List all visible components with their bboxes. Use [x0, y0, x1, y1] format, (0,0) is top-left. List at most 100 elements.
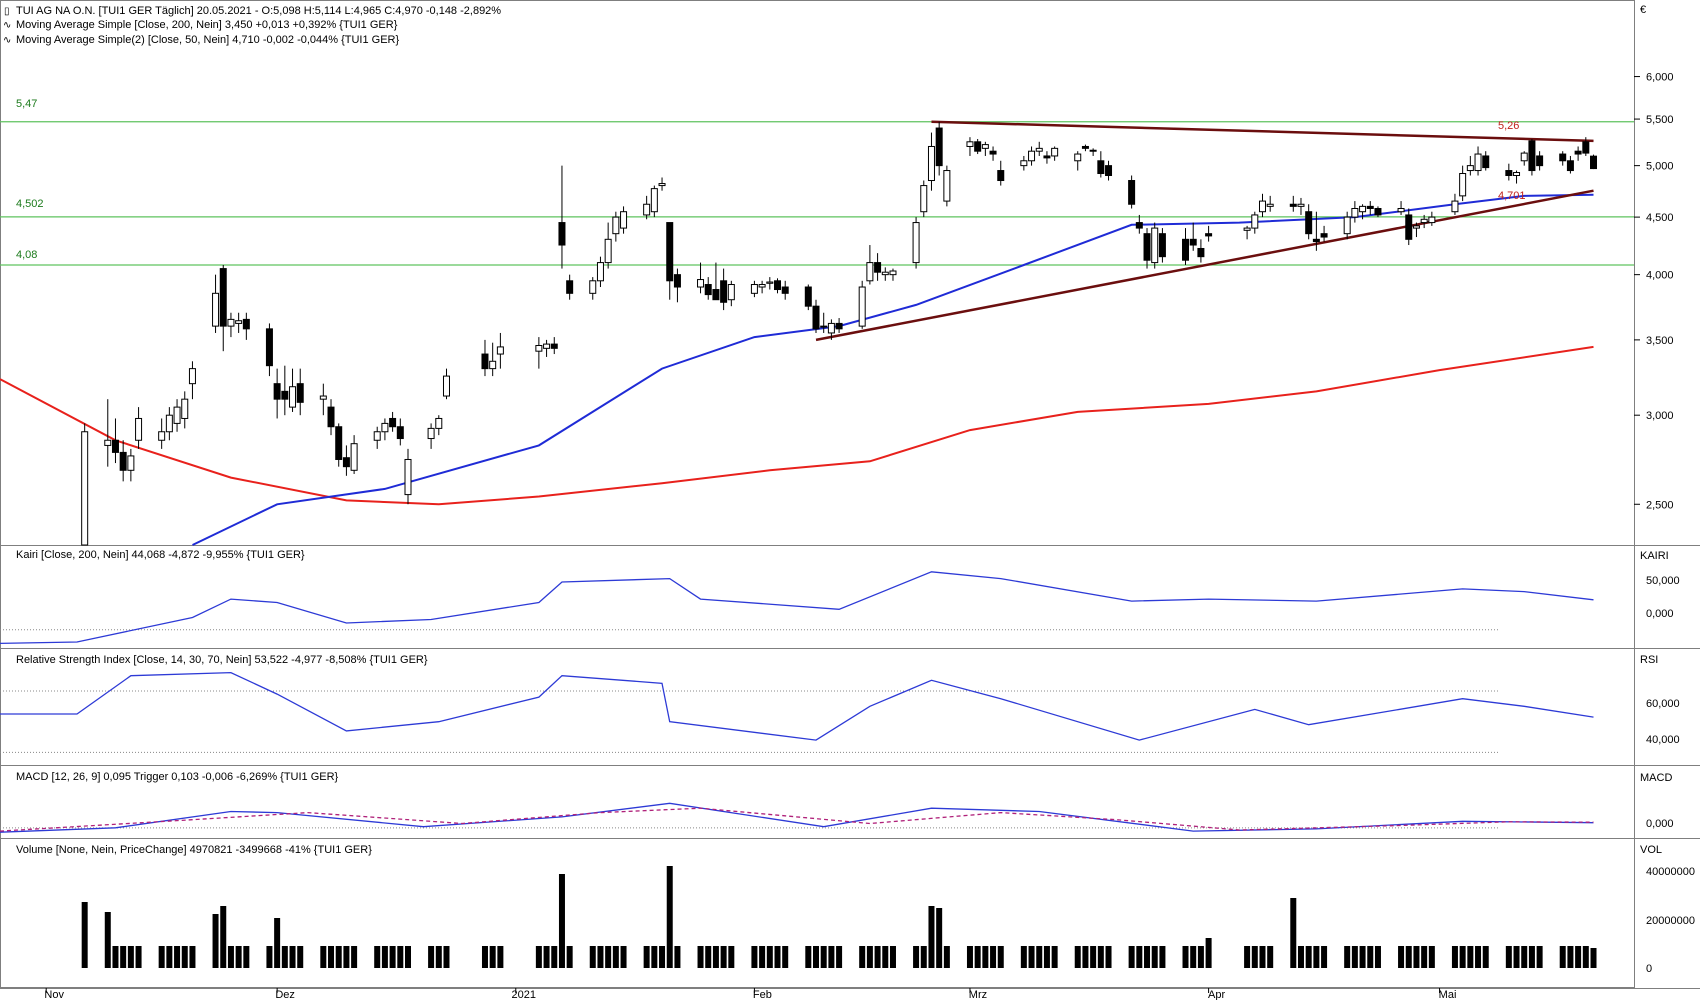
trendlines	[815, 120, 1594, 342]
candle-body	[1566, 160, 1574, 172]
price-tick-label: 4,500	[1646, 212, 1674, 224]
instrument-title: TUI AG NA O.N. [TUI1 GER Täglich] 20.05.…	[16, 5, 501, 17]
candle-body	[1374, 207, 1382, 216]
trend-label-bottom: 4,701	[1498, 190, 1526, 202]
candle-body	[135, 417, 143, 441]
candle-body	[1536, 155, 1544, 167]
volume-tick-3: 0	[1646, 963, 1652, 975]
volume-bar	[1205, 938, 1212, 968]
outer-frame	[0, 0, 1635, 988]
volume-bar	[874, 946, 881, 968]
kairi-tick-1: 50,000	[1646, 575, 1680, 587]
volume-bar	[1428, 946, 1435, 968]
currency-label: €	[1640, 4, 1646, 16]
price-axis: 6,000 5,500 5,000 4,500 4,000 3,500 3,000 2,500	[1634, 72, 1674, 511]
candle-body	[1051, 147, 1059, 157]
volume-bar	[620, 946, 627, 968]
level-label-3: 4,08	[16, 249, 37, 261]
candle-body	[242, 318, 250, 330]
candle-body	[127, 455, 135, 471]
volume-bar	[1351, 946, 1358, 968]
candle-body	[1459, 173, 1467, 197]
volume-bar	[320, 946, 327, 968]
candle-body	[1028, 150, 1036, 162]
volume-bar	[189, 946, 196, 968]
volume-bar	[135, 946, 142, 968]
candle-body	[1105, 165, 1113, 177]
volume-bar	[158, 946, 165, 968]
volume-bar	[443, 946, 450, 968]
candle-body	[396, 426, 404, 440]
volume-bar	[1051, 946, 1058, 968]
rsi-tick-1: 60,000	[1646, 698, 1680, 710]
sma50-icon: ∿	[3, 35, 11, 46]
volume-bar	[774, 946, 781, 968]
volume-bar	[1367, 946, 1374, 968]
sma50-line	[192, 193, 1594, 546]
candle-body	[920, 185, 928, 213]
volume-bar	[1190, 946, 1197, 968]
candle-body	[342, 457, 350, 468]
volume-bar	[489, 946, 496, 968]
volume-bar	[81, 902, 88, 968]
candle-body	[758, 284, 766, 288]
candle-body	[1351, 207, 1359, 218]
volume-bar	[589, 946, 596, 968]
candle-body	[296, 383, 304, 403]
candle-body	[1366, 205, 1374, 209]
candle-body	[1128, 180, 1136, 205]
volume-bar	[1036, 946, 1043, 968]
volume-bar	[943, 946, 950, 968]
rsi-name: RSI	[1640, 654, 1658, 666]
candle-body	[943, 170, 951, 202]
trend-label-top: 5,26	[1498, 120, 1519, 132]
volume-bar	[1482, 946, 1489, 968]
volume-bar	[1513, 946, 1520, 968]
level-label-1: 5,47	[16, 98, 37, 110]
candle-body	[912, 222, 920, 264]
candle-body	[827, 322, 835, 334]
volume-bar	[405, 946, 411, 968]
volume-bar	[389, 946, 396, 968]
volume-bar	[982, 946, 989, 968]
candle-body	[1559, 153, 1567, 162]
rising-trendline	[815, 189, 1594, 342]
date-tick-label: Feb	[753, 989, 772, 1000]
macd-tick-1: 0,000	[1646, 818, 1674, 830]
candle-body	[820, 325, 828, 328]
volume-bar	[1043, 946, 1050, 968]
volume-bar	[1259, 946, 1266, 968]
candle-body	[327, 406, 335, 428]
volume-bar	[1182, 946, 1189, 968]
volume-bar	[381, 946, 388, 968]
candle-body	[1474, 153, 1482, 172]
candle-body	[1266, 203, 1274, 207]
volume-bar	[166, 946, 173, 968]
volume-bar	[928, 906, 935, 968]
candle-body	[1574, 150, 1582, 155]
volume-bar	[605, 946, 612, 968]
candle-body	[158, 431, 166, 441]
volume-bar	[889, 946, 896, 968]
volume-bar	[397, 946, 404, 968]
volume-bar	[920, 946, 927, 968]
candle-body	[620, 211, 628, 229]
candle-body	[1020, 160, 1028, 167]
volume-bar	[1290, 898, 1297, 968]
volume-bar	[936, 908, 943, 968]
candle-body	[119, 451, 127, 471]
candle-body	[1097, 160, 1105, 175]
candle-body	[1043, 155, 1051, 159]
candle-body	[774, 280, 782, 291]
volume-bar	[1582, 946, 1589, 968]
candle-body	[750, 284, 758, 294]
candle-body	[550, 343, 558, 349]
candle-body	[496, 346, 504, 355]
volume-bar	[666, 866, 673, 968]
volume-bar	[1451, 946, 1458, 968]
date-tick-label: Nov	[44, 989, 64, 1000]
candle-body	[812, 305, 820, 330]
volume-bar	[1136, 946, 1143, 968]
volume-bar	[651, 946, 658, 968]
candle-body	[1081, 145, 1089, 149]
